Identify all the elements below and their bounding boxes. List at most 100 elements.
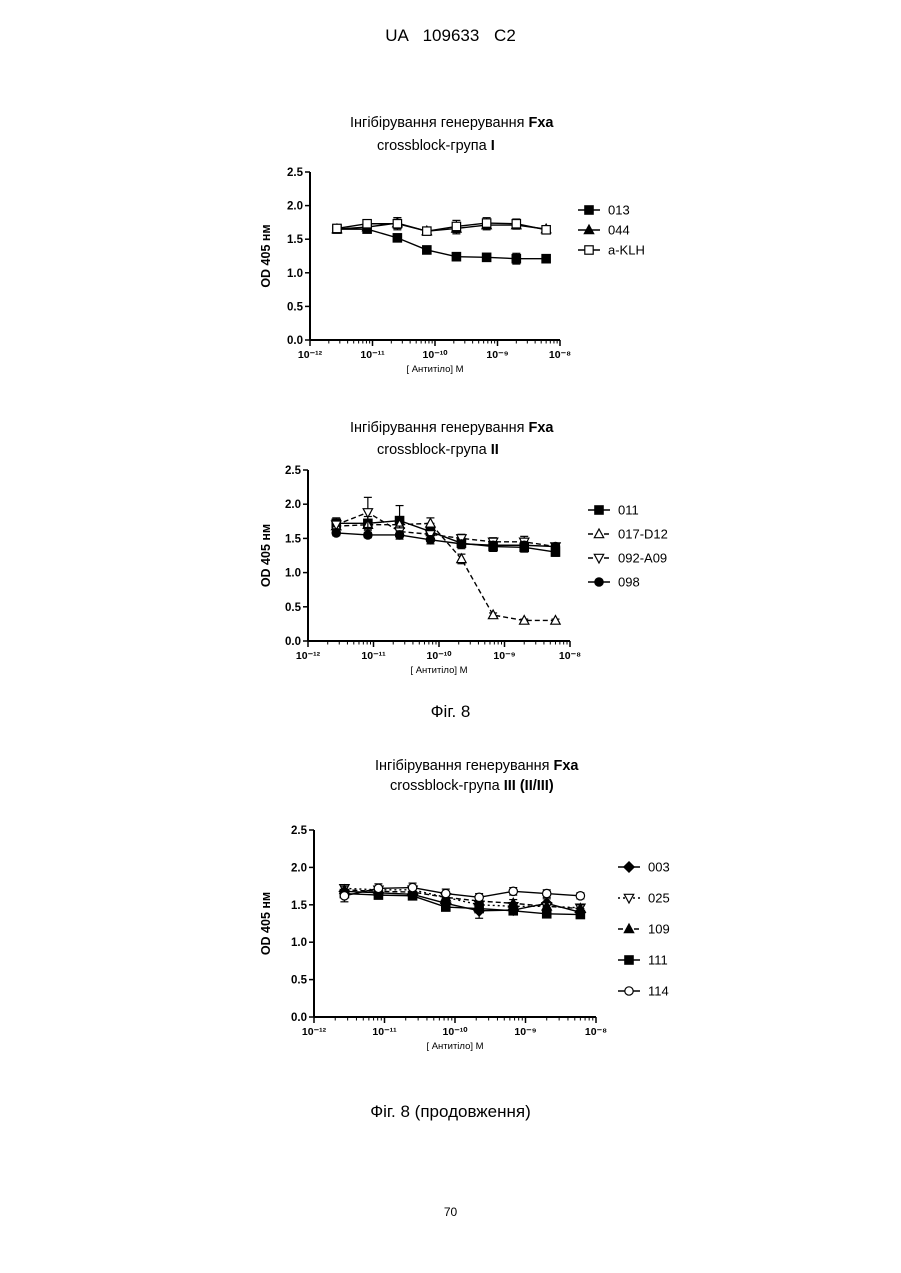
legend-label: 044: [608, 223, 630, 238]
page-number: 70: [0, 1205, 901, 1219]
data-point: [482, 219, 490, 227]
legend-item-092-A09: 092-A09: [588, 551, 667, 566]
legend-marker: [595, 506, 603, 514]
legend-label: 098: [618, 575, 640, 590]
chart-3-subtitle: crossblock-група III (II/III): [390, 778, 554, 794]
data-point: [576, 892, 584, 900]
y-tick-label: 2.0: [285, 499, 301, 511]
x-tick-label: 10⁻⁸: [585, 1026, 607, 1038]
chart-3-plot: 0.00.51.01.52.02.510⁻¹²10⁻¹¹10⁻¹⁰10⁻⁹10⁻…: [250, 820, 700, 1065]
legend-label: a-KLH: [608, 243, 645, 258]
legend-label: 017-D12: [618, 527, 668, 542]
x-tick-label: 10⁻¹²: [298, 349, 323, 361]
legend-label: 011: [618, 503, 639, 518]
x-tick-label: 10⁻¹⁰: [443, 1026, 469, 1038]
chart-2-plot: 0.00.51.01.52.02.510⁻¹²10⁻¹¹10⁻¹⁰10⁻⁹10⁻…: [250, 460, 690, 685]
y-tick-label: 1.0: [285, 568, 301, 580]
y-tick-label: 1.0: [291, 937, 307, 949]
data-point: [452, 252, 460, 260]
y-tick-label: 1.5: [285, 533, 302, 545]
data-point: [482, 253, 490, 261]
y-tick-label: 2.0: [291, 862, 307, 874]
data-point: [512, 220, 520, 228]
legend-label: 025: [648, 891, 670, 906]
legend-marker: [625, 987, 633, 995]
data-point: [543, 910, 551, 918]
page-header: UA 109633 C2: [0, 26, 901, 46]
legend-label: 013: [608, 203, 630, 218]
data-point: [393, 220, 401, 228]
legend-item-044: 044: [578, 223, 630, 238]
y-axis-label: OD 405 нм: [259, 892, 273, 955]
chart-3-title: Інгібірування генерування Fxa: [375, 758, 578, 774]
x-tick-label: 10⁻⁹: [514, 1026, 536, 1038]
data-point: [542, 254, 550, 262]
data-point: [512, 254, 520, 262]
data-point: [426, 518, 435, 527]
x-tick-label: 10⁻⁹: [486, 349, 508, 361]
data-point: [475, 904, 483, 912]
data-point: [543, 889, 551, 897]
legend-marker: [624, 924, 633, 933]
data-point: [576, 910, 584, 918]
legend-item-017-D12: 017-D12: [588, 527, 668, 542]
y-tick-label: 2.5: [285, 465, 302, 477]
legend-item-098: 098: [588, 575, 640, 590]
data-point: [452, 222, 460, 230]
legend-marker: [594, 529, 603, 538]
fig-caption-1: Фіг. 8: [0, 702, 901, 722]
y-tick-label: 1.5: [291, 900, 308, 912]
data-point: [488, 610, 497, 619]
chart-2-subtitle: crossblock-група II: [377, 442, 499, 458]
data-point: [423, 227, 431, 235]
data-point: [423, 246, 431, 254]
data-point: [364, 531, 372, 539]
y-tick-label: 0.0: [285, 636, 301, 648]
data-point: [408, 883, 416, 891]
x-axis-label: [ Антитіло] M: [406, 364, 463, 375]
legend-item-025: 025: [618, 891, 670, 906]
y-axis-label: OD 405 нм: [259, 224, 273, 287]
x-tick-label: 10⁻⁸: [559, 650, 581, 662]
legend-marker: [585, 206, 593, 214]
legend-label: 003: [648, 860, 670, 875]
x-tick-label: 10⁻¹¹: [372, 1026, 397, 1038]
chart-1-title: Інгібірування генерування Fxa: [350, 115, 553, 131]
data-point: [426, 536, 434, 544]
legend-marker: [594, 554, 603, 563]
legend-item-a-KLH: a-KLH: [578, 243, 645, 258]
legend-marker: [624, 894, 633, 903]
legend-item-111: 111: [618, 953, 668, 968]
y-tick-label: 2.5: [291, 825, 308, 837]
chart-1-subtitle: crossblock-група I: [377, 138, 495, 154]
data-point: [542, 226, 550, 234]
data-point: [393, 234, 401, 242]
data-point: [332, 529, 340, 537]
y-tick-label: 0.0: [287, 335, 303, 347]
y-tick-label: 1.5: [287, 234, 304, 246]
chart-1-plot: 0.00.51.01.52.02.510⁻¹²10⁻¹¹10⁻¹⁰10⁻⁹10⁻…: [250, 160, 680, 380]
data-point: [442, 903, 450, 911]
data-point: [363, 220, 371, 228]
x-tick-label: 10⁻¹¹: [361, 650, 386, 662]
legend-item-114: 114: [618, 984, 669, 999]
y-tick-label: 0.5: [291, 975, 308, 987]
legend-item-011: 011: [588, 503, 639, 518]
y-tick-label: 0.5: [285, 602, 302, 614]
legend-item-013: 013: [578, 203, 630, 218]
legend-label: 109: [648, 922, 670, 937]
x-tick-label: 10⁻¹⁰: [427, 650, 453, 662]
x-axis-label: [ Антитіло] M: [426, 1041, 483, 1052]
data-point: [442, 889, 450, 897]
data-point: [395, 531, 403, 539]
data-point: [509, 887, 517, 895]
data-point: [333, 224, 341, 232]
legend-label: 114: [648, 984, 669, 999]
x-tick-label: 10⁻⁸: [549, 349, 571, 361]
chart-2-title: Інгібірування генерування Fxa: [350, 420, 553, 436]
x-tick-label: 10⁻⁹: [493, 650, 515, 662]
y-tick-label: 0.0: [291, 1012, 307, 1024]
x-tick-label: 10⁻¹⁰: [423, 349, 449, 361]
y-tick-label: 2.5: [287, 167, 304, 179]
fig-caption-2: Фіг. 8 (продовження): [0, 1102, 901, 1122]
